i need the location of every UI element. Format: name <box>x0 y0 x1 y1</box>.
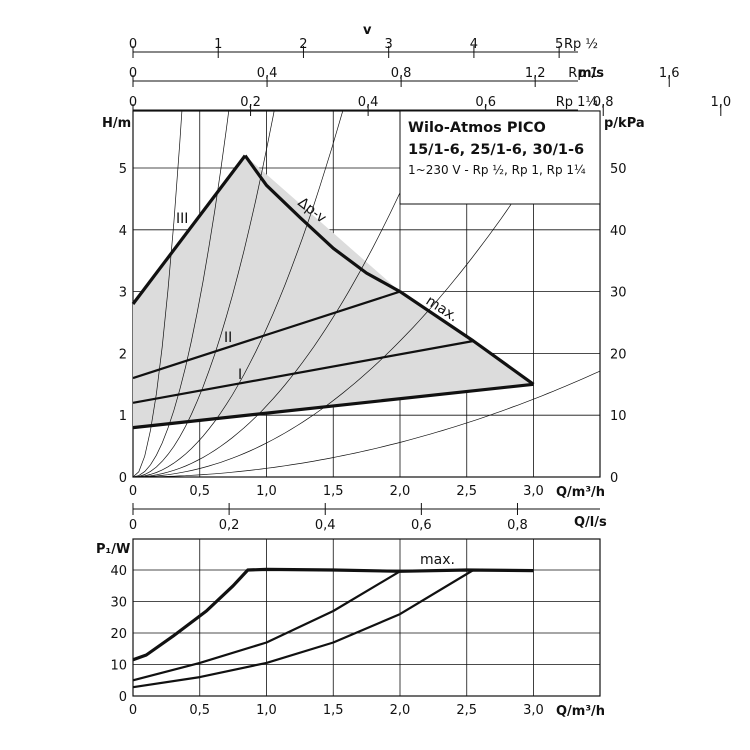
system-curve <box>133 111 344 477</box>
y-tick-label: 2 <box>119 347 127 362</box>
velocity-tick-label: 0 <box>129 95 137 110</box>
ls-tick-label: 0,8 <box>507 518 528 533</box>
chart-subtitle: 15/1-6, 25/1-6, 30/1-6 <box>408 142 584 158</box>
power-x-tick-label: 3,0 <box>523 703 544 718</box>
velocity-unit: m/s <box>578 66 604 81</box>
velocity-tick-label: 1 <box>214 37 222 52</box>
plot-frame <box>132 110 601 478</box>
velocity-scale-name: Rp 1¼ <box>556 95 599 110</box>
pump-curve <box>131 154 247 305</box>
x-tick-label: 2,0 <box>390 484 411 499</box>
ls-tick-label: 0,4 <box>315 518 336 533</box>
y2-tick-label: 0 <box>610 471 618 486</box>
chart-title: Wilo-Atmos PICO <box>408 120 546 136</box>
velocity-tick-label: 0,8 <box>593 95 614 110</box>
y2-axis-label: p/kPa <box>604 116 645 131</box>
pump-curve <box>132 339 474 404</box>
velocity-scale-name: Rp ½ <box>564 37 598 52</box>
x-tick-label: 1,0 <box>256 484 277 499</box>
ls-tick-label: 0,2 <box>219 518 240 533</box>
power-max-label: max. <box>420 552 455 568</box>
velocity-tick-label: 0,8 <box>391 66 412 81</box>
y-tick-label: 4 <box>119 224 127 239</box>
power-plot-frame <box>132 538 601 697</box>
velocity-tick-label: 0,4 <box>358 95 379 110</box>
title-box: Wilo-Atmos PICO 15/1-6, 25/1-6, 30/1-6 1… <box>399 110 601 205</box>
velocity-tick-label: 0,4 <box>257 66 278 81</box>
flow-ls-scale: 0 0,2 0,4 0,6 0,8 <box>129 503 600 533</box>
y-axis-label: H/m <box>102 116 131 131</box>
x-axis-label: Q/m³/h <box>556 485 605 500</box>
y2-tick-label: 40 <box>610 224 627 239</box>
power-y-tick-label: 0 <box>119 690 127 705</box>
x-tick-label: 1,5 <box>323 484 344 499</box>
y2-tick-label: 10 <box>610 409 627 424</box>
system-curve <box>133 111 275 477</box>
speed-III-label: III <box>176 211 188 227</box>
power-curve <box>132 567 534 662</box>
power-y-tick-label: 30 <box>110 596 127 611</box>
system-curve <box>133 111 437 477</box>
system-curve <box>133 370 600 477</box>
power-x-tick-label: 0,5 <box>189 703 210 718</box>
velocity-tick-label: 0 <box>129 66 137 81</box>
power-x-tick-label: 1,5 <box>323 703 344 718</box>
velocity-tick-label: 1,2 <box>525 66 546 81</box>
y-tick-label: 1 <box>119 409 127 424</box>
y-tick-label: 3 <box>119 286 127 301</box>
y-tick-label: 5 <box>119 162 127 177</box>
y-tick-label: 0 <box>119 471 127 486</box>
x-tick-label: 2,5 <box>456 484 477 499</box>
power-y-tick-label: 40 <box>110 564 127 579</box>
pump-curve <box>132 382 534 430</box>
power-x-tick-label: 1,0 <box>256 703 277 718</box>
y2-tick-label: 30 <box>610 286 627 301</box>
y2-tick-label: 50 <box>610 162 627 177</box>
chart-note: 1~230 V - Rp ½, Rp 1, Rp 1¼ <box>408 163 586 177</box>
power-curve <box>132 569 474 689</box>
system-curve <box>133 111 230 477</box>
velocity-tick-label: 0,2 <box>240 95 261 110</box>
velocity-tick-label: 3 <box>385 37 393 52</box>
speed-I-label: I <box>238 367 242 383</box>
ls-tick-label: 0 <box>129 518 137 533</box>
ls-tick-label: 0,6 <box>411 518 432 533</box>
velocity-tick-label: 1,6 <box>659 66 680 81</box>
velocity-scales: 0 1 2 3 4 5 Rp ½ 0 0,4 0,8 1,2 1,6 Rp 1 0 0,2 0,4 0,6 0,8… <box>129 37 731 116</box>
power-y-tick-label: 20 <box>110 627 127 642</box>
velocity-tick-label: 4 <box>470 37 478 52</box>
operating-region <box>133 155 534 428</box>
velocity-tick-label: 2 <box>299 37 307 52</box>
pump-curve <box>243 154 401 293</box>
x-tick-label: 3,0 <box>523 484 544 499</box>
y2-tick-label: 20 <box>610 347 627 362</box>
velocity-tick-label: 0 <box>129 37 137 52</box>
power-x-axis-label: Q/m³/h <box>556 704 605 719</box>
velocity-tick-label: 1,0 <box>710 95 731 110</box>
x-tick-label: 0 <box>129 484 137 499</box>
power-x-tick-label: 0 <box>129 703 137 718</box>
ls-axis-label: Q/l/s <box>574 515 607 530</box>
speed-II-label: II <box>224 330 232 346</box>
power-x-tick-label: 2,5 <box>456 703 477 718</box>
power-chart: 0 0,5 1,0 1,5 2,0 2,5 3,0 0 10 20 30 40 <box>110 538 601 718</box>
velocity-tick-label: 0,6 <box>475 95 496 110</box>
velocity-tick-label: 5 <box>555 37 563 52</box>
power-y-axis-label: P₁/W <box>96 542 130 557</box>
power-x-tick-label: 2,0 <box>390 703 411 718</box>
power-y-tick-label: 10 <box>110 659 127 674</box>
velocity-scale-name: Rp 1 <box>568 66 598 81</box>
x-tick-label: 0,5 <box>189 484 210 499</box>
velocity-title: v <box>363 23 372 38</box>
pump-curve <box>132 290 401 380</box>
power-curve <box>132 570 401 682</box>
